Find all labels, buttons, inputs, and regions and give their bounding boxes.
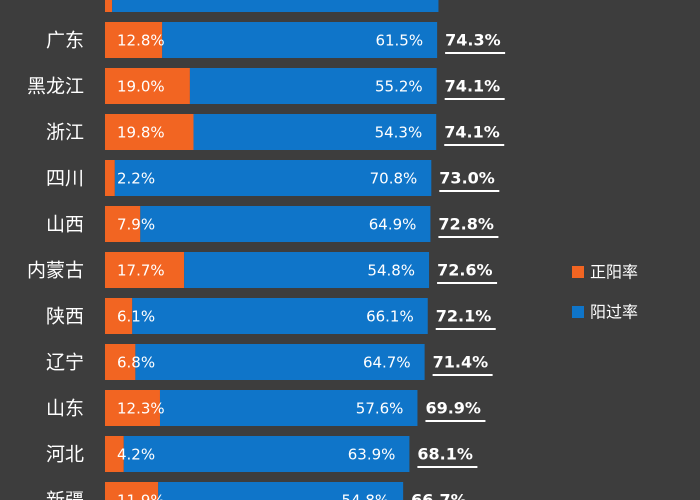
recovered-rate-label: 64.7% bbox=[363, 354, 411, 372]
bar-segment-positive bbox=[105, 68, 190, 104]
bar-segment-recovered bbox=[184, 252, 430, 288]
category-label: 黑龙江 bbox=[27, 76, 84, 98]
total-rate-label: 71.4% bbox=[433, 353, 489, 372]
legend-label: 正阳率 bbox=[590, 263, 638, 282]
recovered-rate-label: 61.5% bbox=[375, 32, 423, 50]
category-label: 河北 bbox=[46, 444, 84, 466]
bar-row: 浙江 19.8% 54.3% 74.1% bbox=[46, 114, 505, 150]
recovered-rate-label: 54.8% bbox=[367, 262, 415, 280]
bar-segment-positive bbox=[105, 344, 136, 380]
positive-rate-label: 19.0% bbox=[117, 78, 165, 96]
bar-segment-positive bbox=[105, 160, 115, 196]
positive-rate-label: 4.2% bbox=[117, 446, 155, 464]
bar-segment-recovered bbox=[158, 482, 404, 500]
bar-segment-recovered bbox=[159, 390, 418, 426]
positive-rate-label: 12.3% bbox=[117, 400, 165, 418]
bar-segment-recovered bbox=[112, 0, 439, 12]
bar-row: 广东 12.8% 61.5% 74.3% bbox=[46, 22, 506, 58]
bar-segment-positive bbox=[105, 206, 141, 242]
recovered-rate-label: 54.3% bbox=[375, 124, 423, 142]
bars-group: 广东 12.8% 61.5% 74.3% 黑龙江 19.0% 55.2% 74.1% 浙江 19.… bbox=[27, 0, 506, 500]
recovered-rate-label: 57.6% bbox=[356, 400, 404, 418]
category-label: 辽宁 bbox=[46, 352, 84, 374]
bar-segment-positive bbox=[105, 482, 159, 500]
bar-segment-recovered bbox=[114, 160, 432, 196]
bar-row: 陕西 6.1% 66.1% 72.1% bbox=[46, 298, 496, 334]
legend-item: 阳过率 bbox=[572, 303, 638, 322]
category-label: 四川 bbox=[46, 168, 84, 190]
recovered-rate-label: 63.9% bbox=[348, 446, 396, 464]
total-rate-label: 69.9% bbox=[425, 399, 481, 418]
recovered-rate-label: 66.1% bbox=[366, 308, 414, 326]
recovered-rate-label: 70.8% bbox=[370, 170, 418, 188]
positive-rate-label: 17.7% bbox=[117, 262, 165, 280]
bar-row: 黑龙江 19.0% 55.2% 74.1% bbox=[27, 68, 505, 104]
bar-segment-recovered bbox=[162, 22, 438, 58]
bar-segment-recovered bbox=[189, 68, 437, 104]
legend-item: 正阳率 bbox=[572, 263, 638, 282]
bar-row: 四川 2.2% 70.8% 73.0% bbox=[46, 160, 500, 196]
positive-rate-label: 11.9% bbox=[117, 492, 165, 500]
total-rate-label: 73.0% bbox=[439, 169, 495, 188]
positive-rate-label: 2.2% bbox=[117, 170, 155, 188]
category-label: 广东 bbox=[46, 30, 84, 52]
bar-segment-recovered bbox=[132, 298, 428, 334]
recovered-rate-label: 54.8% bbox=[341, 492, 389, 500]
bar-row: 新疆 11.9% 54.8% 66.7% bbox=[46, 482, 467, 500]
legend-swatch bbox=[572, 306, 584, 318]
total-rate-label: 72.6% bbox=[437, 261, 493, 280]
bar-segment-positive bbox=[105, 298, 133, 334]
total-rate-label: 74.3% bbox=[445, 31, 501, 50]
recovered-rate-label: 55.2% bbox=[375, 78, 423, 96]
bar-segment-positive bbox=[105, 252, 185, 288]
positive-rate-label: 6.1% bbox=[117, 308, 155, 326]
category-label: 浙江 bbox=[46, 122, 84, 144]
bar-segment-positive bbox=[105, 0, 113, 12]
bar-segment-recovered bbox=[135, 344, 425, 380]
bar-segment-recovered bbox=[193, 114, 437, 150]
bar-segment-positive bbox=[105, 390, 160, 426]
total-rate-label: 66.7% bbox=[411, 491, 467, 500]
legend-swatch bbox=[572, 266, 584, 278]
positive-rate-label: 7.9% bbox=[117, 216, 155, 234]
bar-segment-positive bbox=[105, 114, 194, 150]
bar-row: 辽宁 6.8% 64.7% 71.4% bbox=[46, 344, 493, 380]
total-rate-label: 68.1% bbox=[417, 445, 473, 464]
bar-segment-positive bbox=[105, 436, 124, 472]
total-rate-label: 72.1% bbox=[436, 307, 492, 326]
positive-rate-label: 12.8% bbox=[117, 32, 165, 50]
bar-row: 河北 4.2% 63.9% 68.1% bbox=[46, 436, 478, 472]
category-label: 山东 bbox=[46, 398, 84, 420]
bar-segment-positive bbox=[105, 22, 163, 58]
bar-row: 山西 7.9% 64.9% 72.8% bbox=[46, 206, 499, 242]
bar-row: 山东 12.3% 57.6% 69.9% bbox=[46, 390, 486, 426]
legend-label: 阳过率 bbox=[590, 303, 638, 322]
bar-segment-recovered bbox=[140, 206, 431, 242]
positive-rate-label: 19.8% bbox=[117, 124, 165, 142]
total-rate-label: 74.1% bbox=[445, 77, 501, 96]
total-rate-label: 72.8% bbox=[438, 215, 494, 234]
category-label: 新疆 bbox=[46, 490, 84, 500]
category-label: 内蒙古 bbox=[27, 260, 84, 282]
category-label: 山西 bbox=[46, 214, 84, 236]
bar-row bbox=[105, 0, 439, 12]
total-rate-label: 74.1% bbox=[444, 123, 500, 142]
positive-rate-label: 6.8% bbox=[117, 354, 155, 372]
bar-segment-recovered bbox=[123, 436, 410, 472]
recovered-rate-label: 64.9% bbox=[369, 216, 417, 234]
bar-row: 内蒙古 17.7% 54.8% 72.6% bbox=[27, 252, 498, 288]
category-label: 陕西 bbox=[46, 306, 84, 328]
